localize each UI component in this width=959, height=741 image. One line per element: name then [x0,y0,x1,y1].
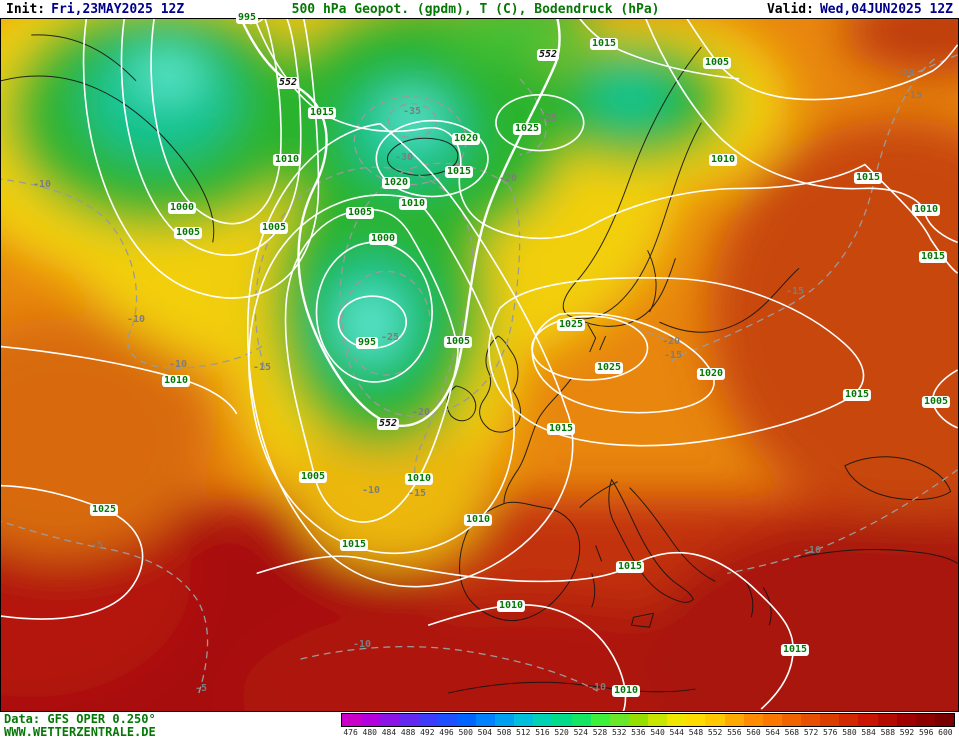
colorbar-tick: 592 [899,728,915,737]
colorbar-segment [418,714,438,726]
colorbar-tick: 512 [516,728,531,737]
colorbar-tick: 536 [631,728,646,737]
colorbar-tick: 520 [554,728,569,737]
colorbar-gradient [341,713,955,727]
colorbar-tick: 508 [496,728,512,737]
init-label: Init: [6,1,46,17]
colorbar-tick: 556 [727,728,742,737]
colorbar-segment [839,714,859,726]
colorbar-segment [743,714,763,726]
colorbar-segment [495,714,515,726]
colorbar: 476 480 484 488 492 496 500 504 508 512 516 520 524 5… [341,713,955,737]
colorbar-tick: 532 [611,728,627,737]
map-header: Init: Fri,23MAY2025 12Z 500 hPa Geopot. (… [0,0,959,18]
colorbar-tick: 488 [400,728,416,737]
colorbar-segment [533,714,553,726]
colorbar-tick: 496 [439,728,454,737]
colorbar-segment [667,714,687,726]
colorbar-segment [514,714,534,726]
colorbar-segment [456,714,476,726]
colorbar-tick: 568 [784,728,800,737]
temperature-field [1,19,958,711]
colorbar-tick: 580 [842,728,857,737]
colorbar-tick: 540 [650,728,665,737]
colorbar-tick: 576 [823,728,838,737]
colorbar-tick: 528 [592,728,608,737]
init-group: Init: Fri,23MAY2025 12Z [6,2,184,17]
colorbar-tick: 596 [918,728,934,737]
colorbar-segment [437,714,457,726]
colorbar-tick: 560 [746,728,761,737]
colorbar-segment [628,714,648,726]
map-title: 500 hPa Geopot. (gpdm), T (C), Bodendruc… [291,1,660,17]
colorbar-tick: 600 [938,728,953,737]
colorbar-tick: 492 [420,728,435,737]
site-url: WWW.WETTERZENTRALE.DE [4,725,156,739]
colorbar-segment [915,714,935,726]
colorbar-tick: 572 [803,728,819,737]
colorbar-tick: 476 [343,728,358,737]
colorbar-segment [801,714,821,726]
colorbar-segment [762,714,782,726]
colorbar-segment [877,714,897,726]
colorbar-segment [648,714,668,726]
colorbar-segment [571,714,591,726]
credits: Data: GFS OPER 0.250° WWW.WETTERZENTRALE… [4,713,156,739]
colorbar-ticks: 476 480 484 488 492 496 500 504 508 512 516 520 524 5… [341,728,955,737]
valid-group: Valid: Wed,04JUN2025 12Z [767,2,953,17]
colorbar-segment [399,714,419,726]
colorbar-segment [380,714,400,726]
colorbar-segment [705,714,725,726]
colorbar-segment [820,714,840,726]
colorbar-tick: 504 [477,728,493,737]
colorbar-segment [552,714,572,726]
colorbar-segment [781,714,801,726]
colorbar-segment [361,714,381,726]
colorbar-tick: 500 [458,728,473,737]
colorbar-tick: 552 [707,728,723,737]
init-datetime: Fri,23MAY2025 12Z [51,1,185,17]
colorbar-tick: 548 [688,728,704,737]
colorbar-tick: 564 [765,728,780,737]
colorbar-segment [724,714,744,726]
colorbar-tick: 544 [669,728,684,737]
map-graphic [1,19,958,711]
colorbar-segment [896,714,916,726]
colorbar-tick: 480 [362,728,377,737]
colorbar-segment [342,714,362,726]
colorbar-segment [475,714,495,726]
map-canvas [0,18,959,712]
colorbar-segment [858,714,878,726]
coastlines [1,34,958,694]
map-footer: Data: GFS OPER 0.250° WWW.WETTERZENTRALE… [0,712,959,741]
colorbar-tick: 484 [381,728,397,737]
colorbar-segment [686,714,706,726]
data-source: Data: GFS OPER 0.250° [4,712,156,726]
colorbar-segment [609,714,629,726]
colorbar-segment [590,714,610,726]
colorbar-tick: 584 [861,728,876,737]
colorbar-tick: 524 [573,728,589,737]
valid-datetime: Wed,04JUN2025 12Z [819,1,953,17]
colorbar-segment [934,714,954,726]
colorbar-tick: 516 [535,728,550,737]
valid-label: Valid: [766,1,814,17]
colorbar-tick: 588 [880,728,896,737]
